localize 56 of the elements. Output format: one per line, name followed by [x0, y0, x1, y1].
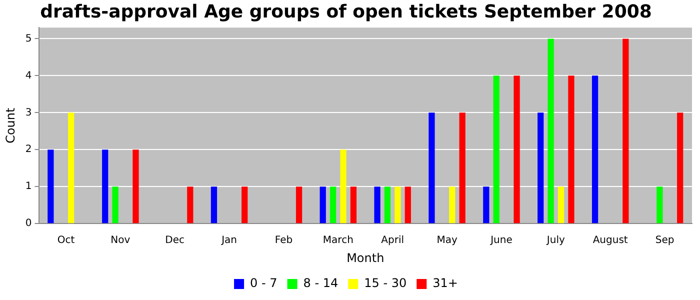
bar	[112, 186, 118, 224]
x-tick-label: Jan	[220, 235, 237, 246]
bar	[592, 76, 598, 224]
x-tick-label: Oct	[57, 235, 75, 246]
bar	[48, 150, 54, 224]
y-tick-label: 0	[25, 218, 32, 230]
x-tick-label: March	[322, 235, 354, 246]
bar	[394, 186, 401, 224]
bar	[656, 186, 663, 224]
bar	[677, 112, 684, 224]
y-tick-label: 2	[25, 144, 32, 156]
bar	[558, 186, 564, 224]
bar	[102, 150, 108, 224]
x-tick-label: August	[592, 235, 628, 246]
x-axis-title: Month	[346, 250, 384, 265]
x-tick-label: April	[381, 235, 404, 246]
x-tick-label: July	[546, 235, 565, 246]
chart-title: drafts-approval Age groups of open tickets September 2008	[40, 1, 652, 22]
x-tick-label: June	[490, 235, 512, 246]
bar	[242, 186, 248, 224]
bar	[404, 186, 411, 224]
bar	[187, 186, 194, 224]
bar	[568, 76, 574, 224]
bar	[538, 112, 544, 224]
x-tick-label: Nov	[110, 235, 130, 246]
y-tick-label: 3	[25, 107, 32, 118]
bar	[622, 38, 629, 224]
bar	[514, 76, 520, 224]
bar	[374, 186, 380, 224]
bar	[548, 38, 554, 224]
y-tick-label: 5	[25, 33, 32, 44]
bar	[350, 186, 357, 224]
legend-label: 8 - 14	[303, 276, 338, 290]
bar	[483, 186, 490, 224]
legend-label: 15 - 30	[364, 276, 407, 290]
bar	[384, 186, 391, 224]
y-axis-title: Count	[3, 107, 18, 144]
legend-label: 0 - 7	[250, 276, 278, 290]
legend-label: 31+	[432, 276, 458, 290]
x-tick-label: Feb	[274, 235, 293, 246]
x-tick-label: Sep	[655, 235, 674, 246]
bar	[68, 112, 74, 224]
x-tick-label: Dec	[165, 235, 185, 246]
bar	[132, 150, 139, 224]
x-tick-label: May	[436, 235, 458, 246]
y-tick-label: 1	[25, 181, 32, 192]
bar	[449, 186, 456, 224]
bar	[493, 76, 500, 224]
bar	[428, 112, 435, 224]
bar	[296, 186, 302, 224]
y-tick-label: 4	[25, 70, 32, 82]
bar	[330, 186, 336, 224]
bar	[459, 112, 466, 224]
bar	[320, 186, 326, 224]
bar	[340, 150, 346, 224]
bar	[210, 186, 218, 224]
